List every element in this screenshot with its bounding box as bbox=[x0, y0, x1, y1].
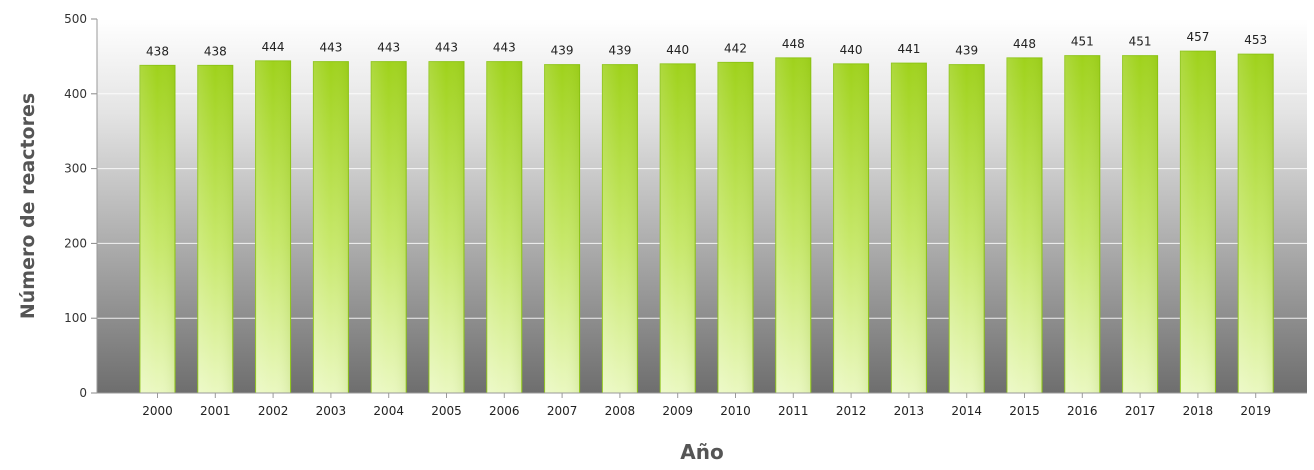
x-tick-label-2015: 2015 bbox=[1009, 404, 1040, 418]
x-tick-label-2014: 2014 bbox=[951, 404, 982, 418]
data-label-2007: 439 bbox=[551, 44, 574, 58]
y-tick-label-300: 300 bbox=[64, 162, 87, 176]
x-tick-label-2007: 2007 bbox=[547, 404, 578, 418]
data-label-2016: 451 bbox=[1071, 35, 1094, 49]
x-tick-label-2018: 2018 bbox=[1183, 404, 1214, 418]
bar-shine-2000 bbox=[140, 65, 175, 393]
x-tick-label-2003: 2003 bbox=[316, 404, 347, 418]
bar-shine-2004 bbox=[371, 61, 407, 394]
data-label-2019: 453 bbox=[1244, 33, 1267, 47]
x-tick-label-2009: 2009 bbox=[662, 404, 693, 418]
bar-shine-2014 bbox=[949, 64, 985, 394]
gridlines bbox=[97, 18, 1307, 319]
data-label-2011: 448 bbox=[782, 37, 805, 51]
x-tick-label-2010: 2010 bbox=[720, 404, 751, 418]
plot-background bbox=[97, 19, 1307, 393]
data-label-2005: 443 bbox=[435, 41, 458, 55]
data-label-2003: 443 bbox=[319, 41, 342, 55]
data-labels: 438 438 444 443 443 443 443 439 439 440 442 448 440 4… bbox=[146, 30, 1267, 58]
data-label-2017: 451 bbox=[1129, 35, 1152, 49]
data-label-2001: 438 bbox=[204, 44, 227, 58]
x-tick-label-2013: 2013 bbox=[894, 404, 925, 418]
bar-shine-2012 bbox=[833, 63, 869, 393]
x-tick-label-2016: 2016 bbox=[1067, 404, 1098, 418]
bar-shine-2010 bbox=[718, 62, 753, 393]
x-tick-label-2011: 2011 bbox=[778, 404, 809, 418]
bar-shine-2001 bbox=[197, 65, 233, 393]
bar-shine-2019 bbox=[1238, 54, 1274, 393]
data-label-2006: 443 bbox=[493, 41, 516, 55]
x-axis-title: Año bbox=[680, 440, 723, 464]
bar-shine-2003 bbox=[313, 61, 349, 394]
bars bbox=[139, 50, 1274, 394]
x-tick-label-2008: 2008 bbox=[605, 404, 636, 418]
bar-shine-2016 bbox=[1064, 55, 1100, 393]
bar-shine-2008 bbox=[602, 64, 638, 394]
bar-shine-2015 bbox=[1007, 57, 1042, 394]
y-tick-label-0: 0 bbox=[79, 386, 87, 400]
bar-shine-2011 bbox=[775, 57, 811, 394]
bar-shine-2006 bbox=[486, 61, 522, 394]
data-label-2013: 441 bbox=[897, 42, 920, 56]
x-tick-label-2019: 2019 bbox=[1240, 404, 1271, 418]
data-label-2015: 448 bbox=[1013, 37, 1036, 51]
y-tick-label-400: 400 bbox=[64, 87, 87, 101]
x-tick-label-2017: 2017 bbox=[1125, 404, 1156, 418]
bar-shine-2002 bbox=[255, 60, 291, 393]
x-tick-label-2000: 2000 bbox=[142, 404, 173, 418]
bar-shine-2017 bbox=[1122, 55, 1158, 393]
bar-shine-2018 bbox=[1180, 51, 1216, 393]
y-tick-label-200: 200 bbox=[64, 236, 87, 250]
data-label-2000: 438 bbox=[146, 44, 169, 58]
data-label-2009: 440 bbox=[666, 43, 689, 57]
bar-shine-2013 bbox=[891, 63, 927, 394]
x-tick-label-2002: 2002 bbox=[258, 404, 289, 418]
y-axis-title: Número de reactores bbox=[17, 93, 39, 319]
bar-shine-2007 bbox=[544, 64, 580, 394]
bar-shine-2005 bbox=[429, 61, 464, 394]
data-label-2018: 457 bbox=[1186, 30, 1209, 44]
x-tick-label-2001: 2001 bbox=[200, 404, 231, 418]
y-tick-label-500: 500 bbox=[64, 12, 87, 26]
y-tick-label-100: 100 bbox=[64, 311, 87, 325]
data-label-2008: 439 bbox=[608, 44, 631, 58]
x-axis: 2000 2001 2002 2003 2004 2005 2006 2007 2008 2009… bbox=[97, 392, 1307, 418]
data-label-2012: 440 bbox=[840, 43, 863, 57]
data-label-2010: 442 bbox=[724, 41, 747, 55]
data-label-2014: 439 bbox=[955, 44, 978, 58]
bar-shine-2009 bbox=[660, 63, 696, 393]
data-label-2002: 444 bbox=[262, 40, 285, 54]
x-tick-label-2012: 2012 bbox=[836, 404, 867, 418]
y-axis: 0 100 200 300 400 500 bbox=[64, 12, 98, 400]
x-tick-label-2004: 2004 bbox=[373, 404, 404, 418]
data-label-2004: 443 bbox=[377, 41, 400, 55]
x-tick-label-2005: 2005 bbox=[431, 404, 462, 418]
x-tick-label-2006: 2006 bbox=[489, 404, 520, 418]
